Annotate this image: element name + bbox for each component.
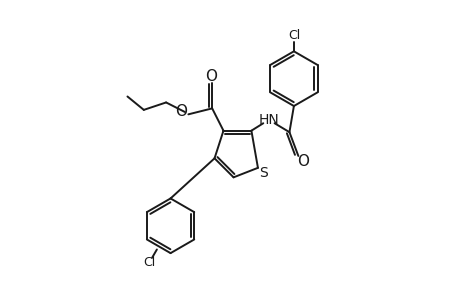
Text: O: O [296,154,308,169]
Text: HN: HN [257,113,279,127]
Text: O: O [204,69,216,84]
Text: Cl: Cl [287,29,299,42]
Text: Cl: Cl [143,256,155,269]
Text: O: O [174,104,186,119]
Text: S: S [258,166,267,180]
